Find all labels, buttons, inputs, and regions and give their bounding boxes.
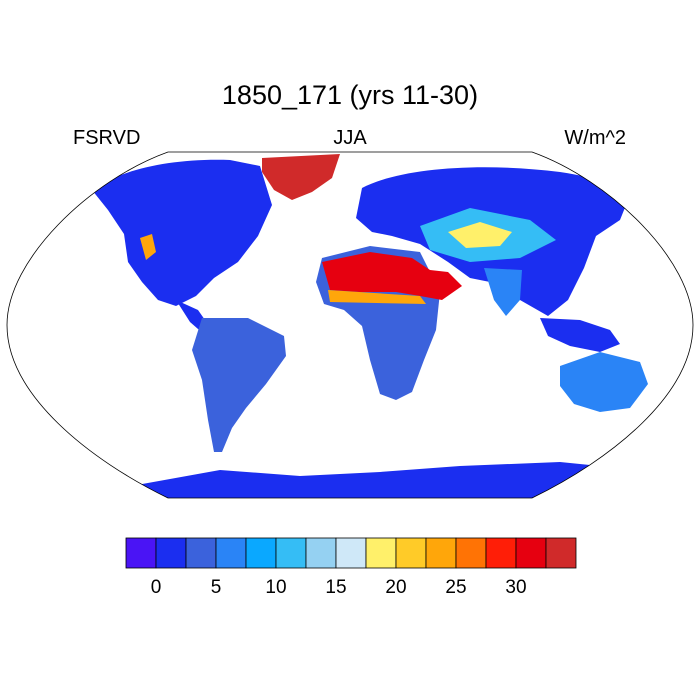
south-america-landmass — [192, 318, 286, 452]
colorbar-swatch — [305, 537, 337, 569]
india-landmass — [484, 268, 522, 316]
sahara-hot-region — [322, 252, 462, 300]
colorbar-swatch — [455, 537, 487, 569]
colorbar-tick-label: 15 — [325, 577, 346, 598]
colorbar-swatch — [425, 537, 457, 569]
north-america-landmass — [92, 159, 272, 306]
units-label: W/m^2 — [564, 127, 626, 149]
colorbar-tick-label: 10 — [265, 577, 286, 598]
map-title: 1850_171 (yrs 11-30) — [221, 80, 479, 110]
variable-label: FSRVD — [73, 127, 141, 149]
australia-landmass — [560, 352, 648, 412]
colorbar-swatch — [185, 537, 217, 569]
colorbar-tick-label: 25 — [445, 577, 466, 598]
colorbar-tick-label: 30 — [505, 577, 526, 598]
colorbar-swatch — [155, 537, 187, 569]
colorbar-swatch — [245, 537, 277, 569]
colorbar-swatch — [485, 537, 517, 569]
colorbar-swatch — [365, 537, 397, 569]
colorbar-swatch — [395, 537, 427, 569]
colorbar-swatch — [545, 537, 577, 569]
tibet-warm-region — [448, 222, 512, 248]
colorbar-tick-label: 0 — [151, 577, 162, 598]
colorbar-swatch — [335, 537, 367, 569]
greenland-landmass — [262, 154, 340, 200]
western-us-warm-region — [140, 234, 156, 260]
colorbar: 0 5 10 15 20 25 30 — [125, 537, 577, 598]
colorbar-swatch — [515, 537, 547, 569]
sahel-band — [328, 290, 426, 304]
season-label: JJA — [333, 127, 367, 149]
colorbar-swatch — [215, 537, 247, 569]
southeast-asia-islands — [540, 318, 620, 352]
map-border — [6, 151, 694, 499]
antarctica-landmass — [7, 462, 693, 498]
colorbar-tick-label: 5 — [211, 577, 222, 598]
colorbar-tick-label: 20 — [385, 577, 406, 598]
colorbar-swatch — [275, 537, 307, 569]
colorbar-swatch — [125, 537, 157, 569]
